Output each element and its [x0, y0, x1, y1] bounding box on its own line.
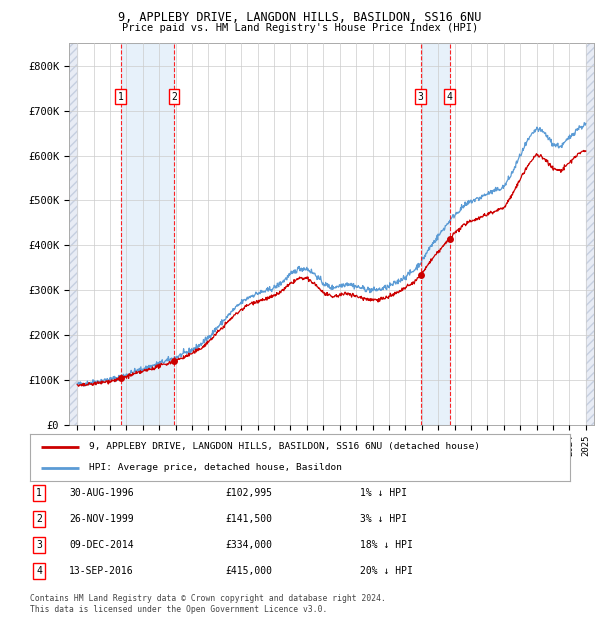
Text: £102,995: £102,995	[225, 488, 272, 498]
Text: 26-NOV-1999: 26-NOV-1999	[69, 514, 134, 524]
Text: 2: 2	[171, 92, 177, 102]
Text: 13-SEP-2016: 13-SEP-2016	[69, 566, 134, 576]
Text: 1% ↓ HPI: 1% ↓ HPI	[360, 488, 407, 498]
Text: 20% ↓ HPI: 20% ↓ HPI	[360, 566, 413, 576]
Text: £334,000: £334,000	[225, 540, 272, 550]
Bar	[121, 43, 174, 425]
Text: 09-DEC-2014: 09-DEC-2014	[69, 540, 134, 550]
Bar	[69, 43, 77, 425]
Text: Price paid vs. HM Land Registry's House Price Index (HPI): Price paid vs. HM Land Registry's House …	[122, 23, 478, 33]
Text: £415,000: £415,000	[225, 566, 272, 576]
Text: 4: 4	[447, 92, 453, 102]
Text: 3% ↓ HPI: 3% ↓ HPI	[360, 514, 407, 524]
Text: This data is licensed under the Open Government Licence v3.0.: This data is licensed under the Open Gov…	[30, 604, 328, 614]
Text: HPI: Average price, detached house, Basildon: HPI: Average price, detached house, Basi…	[89, 463, 343, 472]
Bar	[69, 43, 77, 425]
Text: 18% ↓ HPI: 18% ↓ HPI	[360, 540, 413, 550]
Text: £141,500: £141,500	[225, 514, 272, 524]
Text: 3: 3	[418, 92, 424, 102]
Text: Contains HM Land Registry data © Crown copyright and database right 2024.: Contains HM Land Registry data © Crown c…	[30, 593, 386, 603]
Text: 1: 1	[118, 92, 124, 102]
Text: 30-AUG-1996: 30-AUG-1996	[69, 488, 134, 498]
Text: 9, APPLEBY DRIVE, LANGDON HILLS, BASILDON, SS16 6NU (detached house): 9, APPLEBY DRIVE, LANGDON HILLS, BASILDO…	[89, 442, 481, 451]
Bar	[586, 43, 594, 425]
Bar	[421, 43, 450, 425]
Text: 1: 1	[36, 488, 42, 498]
Bar	[586, 43, 594, 425]
Text: 9, APPLEBY DRIVE, LANGDON HILLS, BASILDON, SS16 6NU: 9, APPLEBY DRIVE, LANGDON HILLS, BASILDO…	[118, 11, 482, 24]
Text: 2: 2	[36, 514, 42, 524]
Text: 3: 3	[36, 540, 42, 550]
Text: 4: 4	[36, 566, 42, 576]
